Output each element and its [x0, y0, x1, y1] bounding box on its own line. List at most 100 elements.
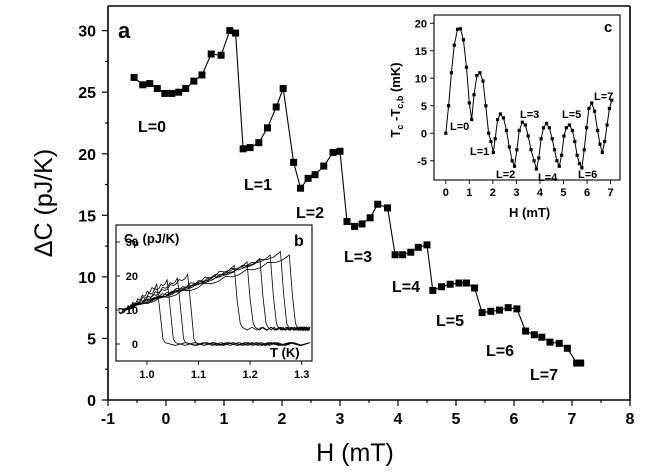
inset-c-data-point [495, 117, 500, 122]
inset-c-data-point [596, 128, 600, 133]
inset-c-data-point [491, 150, 495, 155]
inset-c-data-point [555, 159, 559, 163]
annotation-L0: L=0 [138, 119, 166, 136]
inset-c-data-point [550, 137, 554, 141]
inset-c-ticks: 0 1 2 3 4 5 6 7 -5 0 5 10 15 20 [415, 18, 614, 199]
main-data-point [217, 51, 225, 59]
inset-c-x-tick-label: 1 [466, 187, 472, 199]
inset-c-data-point [526, 134, 530, 138]
inset-c-data-point [605, 123, 609, 127]
inset-c-y-tick-label: 15 [415, 46, 427, 58]
inset-c-data-point [449, 71, 454, 75]
inset-c-annotation-L2: L=2 [496, 169, 515, 181]
inset-c-y-tick-label: 10 [415, 73, 427, 85]
inset-c-data-point [562, 134, 566, 138]
inset-c-data-point [610, 98, 614, 102]
main-data-point [478, 309, 486, 317]
inset-c-x-tick-label: 6 [584, 187, 590, 199]
main-data-point [374, 200, 382, 208]
main-data-point [207, 50, 215, 58]
main-data-point [190, 77, 198, 85]
inset-b-y-tick-label: 30 [126, 237, 138, 249]
main-data-point [311, 171, 319, 179]
inset-c-y-tick-label: 0 [421, 128, 427, 140]
main-data-point [264, 124, 271, 132]
main-x-tick-label: 7 [568, 411, 577, 428]
main-data-point [429, 286, 437, 294]
inset-c-data-point [504, 128, 509, 133]
inset-c-data-point [575, 153, 579, 157]
main-data-point [320, 162, 328, 170]
inset-c-x-tick-label: 5 [560, 187, 566, 199]
main-data-point [272, 103, 280, 111]
main-x-tick-label: 5 [452, 411, 461, 428]
main-data-point [336, 147, 344, 155]
annotation-L5: L=5 [436, 313, 464, 330]
inset-c-data-point [523, 123, 527, 127]
main-data-point [153, 84, 161, 92]
inset-c-data-point [547, 126, 551, 130]
panel-a-label: a [118, 18, 131, 43]
inset-b-y-tick-label: 0 [132, 339, 138, 351]
main-data-point [232, 29, 240, 37]
main-data-point [423, 241, 431, 249]
inset-c-data-point [489, 139, 493, 144]
main-y-tick-label: 5 [87, 331, 96, 348]
main-x-tick-label: -1 [101, 411, 115, 428]
inset-c-data-point [452, 43, 456, 47]
inset-c-data-point [607, 106, 612, 111]
main-x-tick-label: 0 [162, 411, 171, 428]
main-x-tick-label: 8 [626, 411, 635, 428]
inset-c-data-point [537, 156, 541, 160]
main-data-point [226, 27, 234, 35]
main-x-tick-label: 3 [336, 411, 345, 428]
inset-c-data-point [529, 148, 533, 152]
main-x-axis-title: H (mT) [316, 439, 394, 467]
main-data-point [358, 220, 366, 228]
inset-b-curve-8 [118, 254, 311, 331]
inset-c-annotation-L1: L=1 [470, 146, 489, 158]
inset-b-series [118, 250, 311, 346]
main-data-point [414, 243, 422, 251]
inset-c-series-line [445, 28, 613, 170]
main-data-point [351, 222, 358, 230]
main-x-tick-label: 6 [510, 411, 519, 428]
main-data-point [366, 214, 374, 222]
inset-c-y-tick-label: 5 [421, 101, 427, 113]
inset-c-data-point [584, 126, 589, 130]
inset-c-data-point [455, 27, 460, 31]
inset-c-data-point [487, 131, 491, 135]
annotation-L7: L=7 [530, 367, 558, 384]
inset-c-x-axis-title: H (mT) [509, 205, 550, 220]
main-data-point [555, 339, 563, 347]
main-y-tick-label: 20 [78, 147, 96, 164]
inset-c-data-point [603, 139, 607, 144]
main-data-point [146, 80, 154, 88]
inset-c-x-tick-label: 3 [513, 187, 519, 199]
inset-b-x-tick-label: 1.2 [242, 369, 257, 381]
annotation-L1: L=1 [244, 177, 272, 194]
main-data-point [343, 217, 351, 225]
main-data-point [455, 279, 463, 287]
inset-c-data-point [567, 123, 571, 127]
inset-c-data-point [510, 159, 514, 163]
inset-c-data-point [464, 65, 469, 69]
panel-c-inset: 0 1 2 3 4 5 6 7 -5 0 5 10 15 20 c H (mT) Tc -Tc,b (mK… [374, 12, 624, 220]
main-data-point [391, 251, 399, 259]
inset-c-data-point [493, 137, 497, 141]
inset-c-data-point [560, 153, 564, 157]
main-data-point [573, 359, 581, 367]
main-data-point [538, 333, 546, 341]
inset-c-data-point [598, 142, 602, 146]
main-data-point [304, 174, 312, 182]
main-data-point [255, 139, 263, 147]
main-data-point [279, 84, 287, 92]
inset-c-data-point [541, 126, 546, 130]
inset-c-data-point [461, 38, 466, 42]
main-data-point [246, 144, 254, 152]
inset-c-annotation-L7: L=7 [594, 91, 613, 103]
main-data-point [290, 158, 298, 166]
inset-c-series [444, 27, 614, 171]
